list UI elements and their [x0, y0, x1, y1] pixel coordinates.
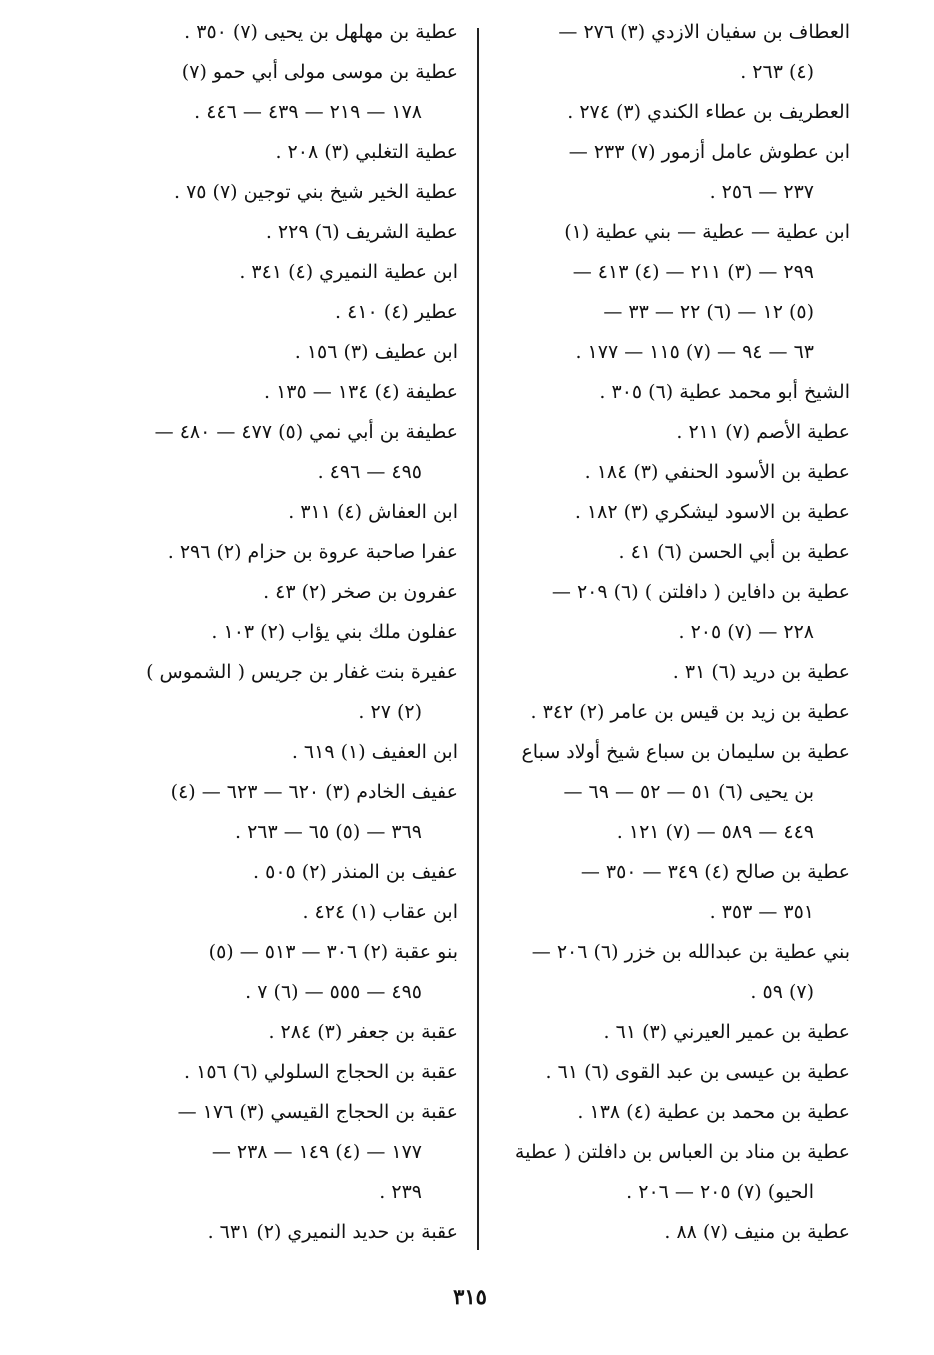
- index-entry: ابن عطوش عامل أزمور (٧) ٢٣٣ —: [568, 141, 850, 163]
- index-entry: عطير (٤) ٤١٠ .: [335, 301, 458, 323]
- index-entry: ابن عطية — عطية — بني عطية (١): [564, 221, 850, 243]
- index-entry: عطية الشريف (٦) ٢٢٩ .: [265, 221, 458, 243]
- index-entry: عطية بن صالح (٤) ٣٤٩ — ٣٥٠ —: [580, 861, 850, 883]
- index-entry: عطية بن عمير العيرني (٣) ٦١ .: [603, 1021, 850, 1043]
- index-entry: عطية بن محمد بن عطية (٤) ١٣٨ .: [577, 1101, 850, 1123]
- index-entry-continuation: بن يحيى (٦) ٥١ — ٥٢ — ٦٩ —: [563, 781, 814, 803]
- index-entry-continuation: (٥) ١٢ — (٦) ٢٢ — ٣٣ —: [603, 301, 814, 323]
- index-entry-continuation: ٤٩٥ — ٥٥٥ — (٦) ٧ .: [245, 981, 422, 1003]
- index-entry: عطية الأصم (٧) ٢١١ .: [676, 421, 850, 443]
- index-entry: ابن عطيف (٣) ١٥٦ .: [294, 341, 458, 363]
- index-entry: العطاف بن سفيان الازدي (٣) ٢٧٦ —: [558, 21, 850, 43]
- index-entry: عطيفة (٤) ١٣٤ — ١٣٥ .: [263, 381, 458, 403]
- index-entry: عفرون بن صخر (٢) ٤٣ .: [263, 581, 458, 603]
- index-entry: عطية بن دافاين ( دافلتن ) (٦) ٢٠٩ —: [551, 581, 850, 603]
- index-entry-continuation: ٣٦٩ — (٥) ٦٥ — ٢٦٣ .: [234, 821, 422, 843]
- index-entry: عطية بن زيد بن قيس بن عامر (٢) ٣٤٢ .: [530, 701, 850, 723]
- index-entry: عقبة بن حديد النميري (٢) ٦٣١ .: [207, 1221, 458, 1243]
- index-entry: ابن عطية النميري (٤) ٣٤١ .: [239, 261, 458, 283]
- index-entry: عطية التغلبي (٣) ٢٠٨ .: [275, 141, 458, 163]
- page-number: ٣١٥: [453, 1284, 487, 1309]
- index-entry-continuation: ٢٣٧ — ٢٥٦ .: [709, 181, 814, 203]
- index-entry: عقبة بن جعفر (٣) ٢٨٤ .: [268, 1021, 458, 1043]
- column-divider: [477, 28, 479, 1250]
- index-entry: بنو عقبة (٢) ٣٠٦ — ٥١٣ — (٥): [208, 941, 458, 963]
- index-entry: عطية بن دريد (٦) ٣١ .: [672, 661, 850, 683]
- index-entry: عطية بن الاسود ليشكري (٣) ١٨٢ .: [574, 501, 850, 523]
- index-entry-continuation: ٣٥١ — ٣٥٣ .: [709, 901, 814, 923]
- index-entry-continuation: ١٧٨ — ٢١٩ — ٤٣٩ — ٤٤٦ .: [194, 101, 422, 123]
- index-entry: العطريف بن عطاء الكندي (٣) ٢٧٤ .: [567, 101, 850, 123]
- index-entry: عطية بن عيسى بن عبد القوى (٦) ٦١ .: [545, 1061, 850, 1083]
- index-entry: عطية بن موسى مولى أبي حمو (٧): [181, 61, 458, 83]
- index-entry: عفيف بن المنذر (٢) ٥٠٥ .: [253, 861, 458, 883]
- index-entry: عطية بن منيف (٧) ٨٨ .: [664, 1221, 850, 1243]
- index-entry-continuation: الحيو) (٧) ٢٠٥ — ٢٠٦ .: [626, 1181, 814, 1203]
- index-entry-continuation: ٤٩٥ — ٤٩٦ .: [317, 461, 422, 483]
- index-column-right: العطاف بن سفيان الازدي (٣) ٢٧٦ — (٤) ٢٦٣ …: [505, 12, 850, 1252]
- index-entry: عطيفة بن أبي نمي (٥) ٤٧٧ — ٤٨٠ —: [154, 421, 458, 443]
- index-entry: ابن العفيف (١) ٦١٩ .: [291, 741, 458, 763]
- index-column-left: عطية بن مهلهل بن يحيى (٧) ٣٥٠ . عطية بن م…: [108, 12, 458, 1252]
- index-entry: عفيف الخادم (٣) ٦٢٠ — ٦٢٣ — (٤): [170, 781, 458, 803]
- index-entry-continuation: (٧) ٥٩ .: [750, 981, 814, 1003]
- index-entry: الشيخ أبو محمد عطية (٦) ٣٠٥ .: [599, 381, 850, 403]
- index-entry: عطية بن أبي الحسن (٦) ٤١ .: [618, 541, 850, 563]
- index-entry: بني عطية بن عبدالله بن خزر (٦) ٢٠٦ —: [531, 941, 850, 963]
- index-entry-continuation: ٢٣٩ .: [379, 1181, 422, 1203]
- index-entry: عطية بن مناد بن العباس بن دافلتن ( عطية: [514, 1141, 850, 1163]
- index-entry: عفرا صاحبة عروة بن حزام (٢) ٢٩٦ .: [167, 541, 458, 563]
- index-entry: عقبة بن الحجاج القيسي (٣) ١٧٦ —: [177, 1101, 458, 1123]
- index-entry: عفلون ملك بني يؤاب (٢) ١٠٣ .: [211, 621, 458, 643]
- index-entry-continuation: ٢٩٩ — (٣) ٢١١ — (٤) ٤١٣ —: [572, 261, 814, 283]
- index-entry-continuation: ١٧٧ — (٤) ١٤٩ — ٢٣٨ —: [211, 1141, 422, 1163]
- index-entry-continuation: ٢٢٨ — (٧) ٢٠٥ .: [678, 621, 814, 643]
- index-entry-continuation: ٦٣ — ٩٤ — (٧) ١١٥ — ١٧٧ .: [575, 341, 814, 363]
- index-entry: ابن عقاب (١) ٤٢٤ .: [302, 901, 458, 923]
- index-entry-continuation: (٢) ٢٧ .: [358, 701, 422, 723]
- index-entry-continuation: (٤) ٢٦٣ .: [740, 61, 814, 83]
- index-entry: عطية الخير شيخ بني توجين (٧) ٧٥ .: [173, 181, 458, 203]
- index-entry: ابن العفاش (٤) ٣١١ .: [288, 501, 458, 523]
- index-entry: عطية بن سليمان بن سباع شيخ أولاد سباع: [521, 741, 850, 763]
- index-entry: عقبة بن الحجاج السلولي (٦) ١٥٦ .: [184, 1061, 458, 1083]
- index-entry: عطية بن الأسود الحنفي (٣) ١٨٤ .: [584, 461, 850, 483]
- index-entry: عطية بن مهلهل بن يحيى (٧) ٣٥٠ .: [184, 21, 458, 43]
- index-entry-continuation: ٤٤٩ — ٥٨٩ — (٧) ١٢١ .: [616, 821, 814, 843]
- index-entry: عفيرة بنت غفار بن جريس ( الشموس ): [146, 661, 458, 683]
